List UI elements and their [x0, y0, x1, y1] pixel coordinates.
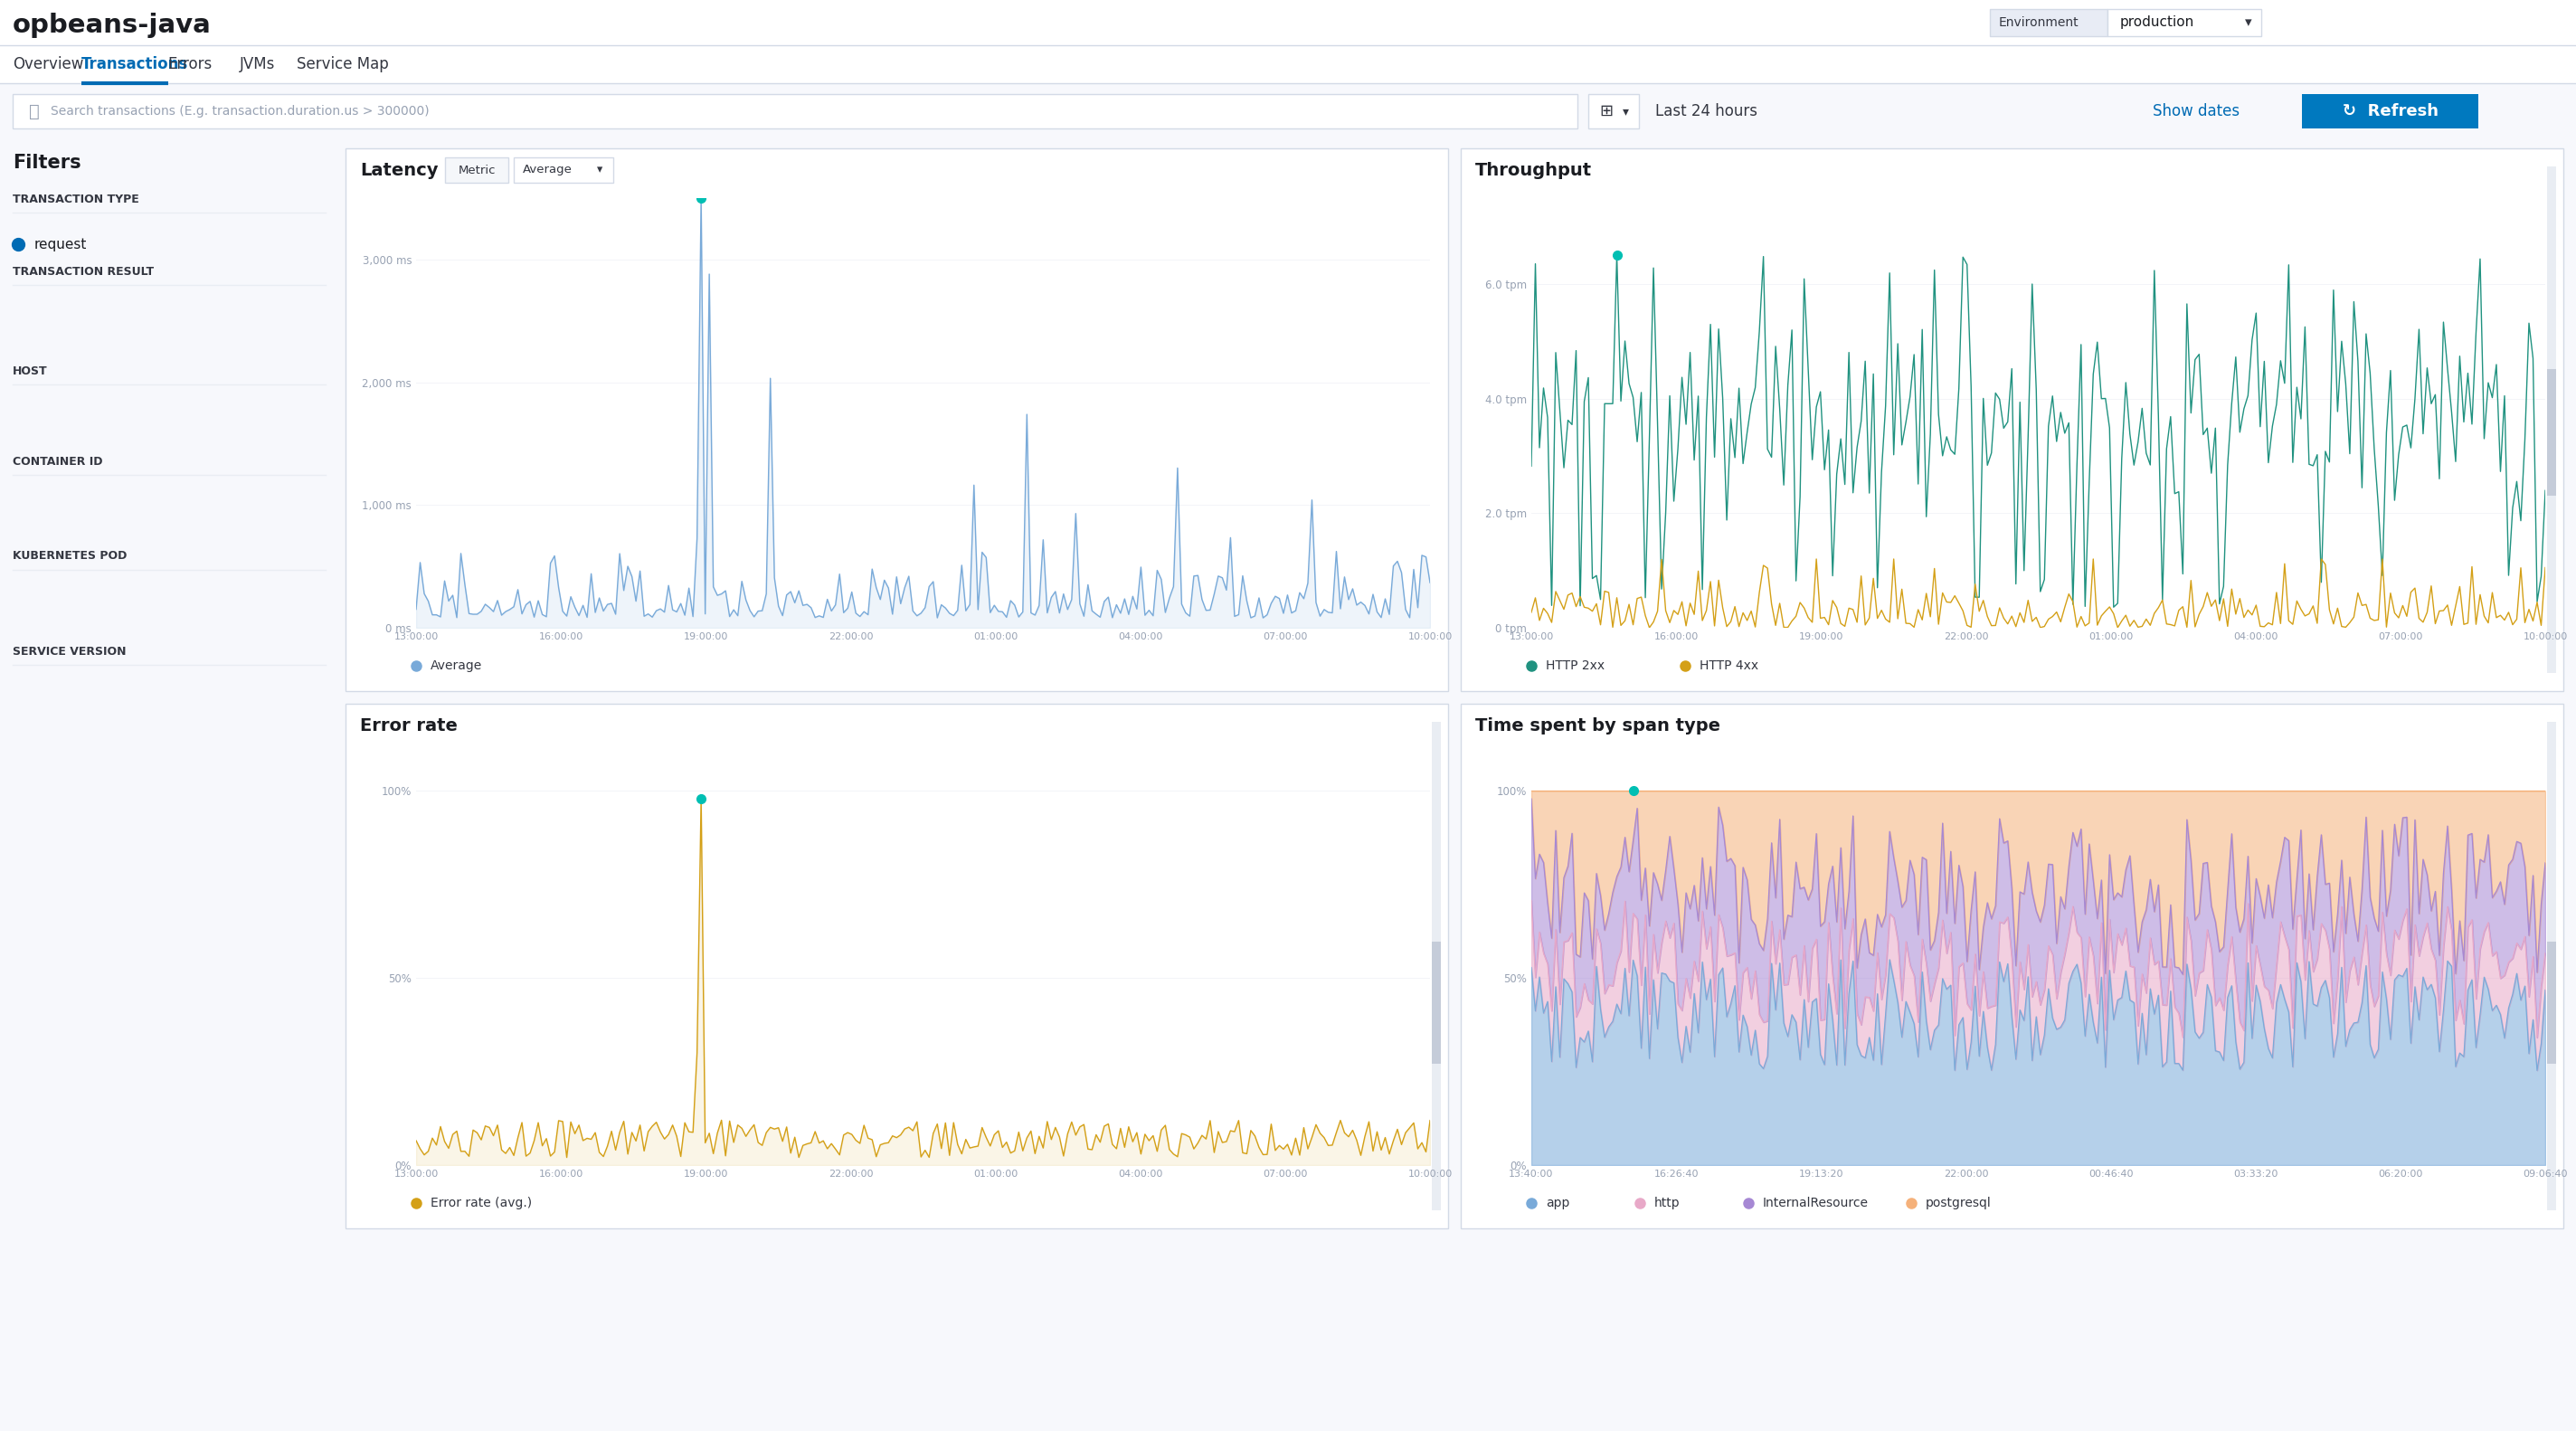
Text: Environment: Environment — [1999, 16, 2079, 29]
Bar — [0, 0, 2576, 46]
Text: Time spent by span type: Time spent by span type — [1476, 717, 1721, 734]
Bar — [2107, 9, 2262, 36]
Text: Show dates: Show dates — [2154, 103, 2239, 119]
Bar — [446, 157, 507, 183]
Text: TRANSACTION TYPE: TRANSACTION TYPE — [13, 193, 139, 205]
Text: CONTAINER ID: CONTAINER ID — [13, 455, 103, 467]
Text: Errors: Errors — [167, 56, 211, 73]
Text: HTTP 2xx: HTTP 2xx — [1546, 660, 1605, 673]
Text: ▾: ▾ — [1623, 104, 1628, 117]
Bar — [1461, 704, 2563, 1228]
Text: Transactions: Transactions — [82, 56, 188, 73]
Text: Last 24 hours: Last 24 hours — [1656, 103, 1757, 119]
Bar — [0, 136, 335, 1431]
Text: SERVICE VERSION: SERVICE VERSION — [13, 645, 126, 657]
Text: KUBERNETES POD: KUBERNETES POD — [13, 551, 126, 562]
Bar — [1432, 942, 1440, 1063]
Text: JVMs: JVMs — [240, 56, 276, 73]
Text: Error rate (avg.): Error rate (avg.) — [430, 1196, 533, 1209]
Text: Filters: Filters — [13, 153, 80, 172]
Text: http: http — [1654, 1196, 1680, 1209]
Text: Latency: Latency — [361, 162, 438, 179]
Bar — [513, 157, 613, 183]
Bar — [1989, 9, 2107, 36]
Text: production: production — [2120, 16, 2195, 30]
Text: ⊞: ⊞ — [1600, 103, 1613, 119]
Text: HTTP 4xx: HTTP 4xx — [1700, 660, 1759, 673]
Text: Search transactions (E.g. transaction.duration.us > 300000): Search transactions (E.g. transaction.du… — [52, 104, 430, 117]
Text: ▾: ▾ — [598, 165, 603, 176]
Bar — [13, 94, 1577, 129]
Text: Average: Average — [523, 165, 572, 176]
Text: opbeans-java: opbeans-java — [13, 13, 211, 39]
Bar — [2548, 942, 2555, 1063]
Text: app: app — [1546, 1196, 1569, 1209]
Bar — [1589, 94, 1638, 129]
Text: ⌕: ⌕ — [28, 103, 39, 120]
Text: ▾: ▾ — [2244, 16, 2251, 30]
Text: Error rate: Error rate — [361, 717, 459, 734]
Text: TRANSACTION RESULT: TRANSACTION RESULT — [13, 266, 155, 278]
Bar — [2548, 166, 2555, 673]
Bar — [2548, 721, 2555, 1211]
Text: HOST: HOST — [13, 365, 46, 376]
Text: request: request — [33, 238, 88, 250]
Text: InternalResource: InternalResource — [1762, 1196, 1868, 1209]
Text: Average: Average — [430, 660, 482, 673]
Bar — [0, 46, 2576, 83]
Bar — [345, 704, 1448, 1228]
Text: postgresql: postgresql — [1927, 1196, 1991, 1209]
Text: Throughput: Throughput — [1476, 162, 1592, 179]
Text: ↻  Refresh: ↻ Refresh — [2342, 103, 2437, 119]
Bar — [1432, 721, 1440, 1211]
Text: Service Map: Service Map — [296, 56, 389, 73]
Bar — [2548, 369, 2555, 495]
Text: Metric: Metric — [459, 165, 495, 176]
Bar — [1461, 149, 2563, 691]
Text: Overview: Overview — [13, 56, 82, 73]
Bar — [2303, 94, 2478, 129]
Bar — [345, 149, 1448, 691]
